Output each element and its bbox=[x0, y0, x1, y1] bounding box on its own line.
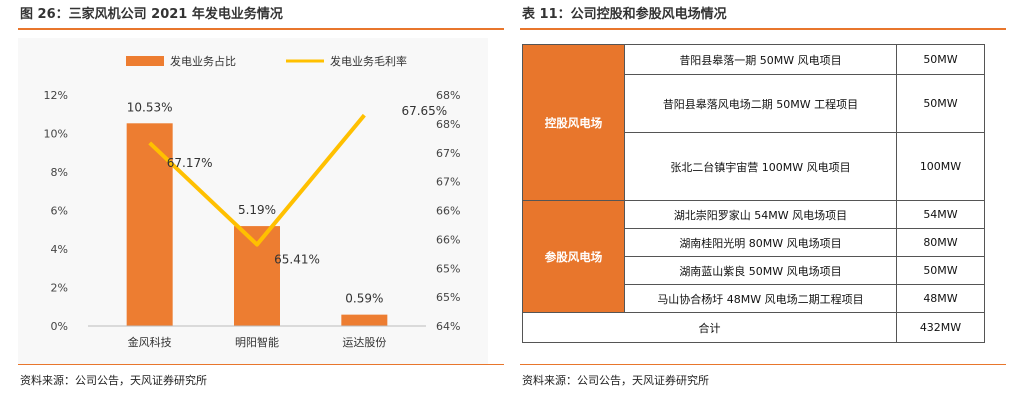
chart-source: 资料来源：公司公告，天风证券研究所 bbox=[20, 374, 207, 387]
line-data-label: 67.17% bbox=[167, 156, 213, 170]
table-row: 张北二台镇宇宙营 100MW 风电项目 100MW bbox=[523, 132, 985, 201]
table-row: 马山协合杨圩 48MW 风电场二期工程项目 48MW bbox=[523, 284, 985, 313]
chart-panel: 图 26：三家风机公司 2021 年发电业务情况 发电业务占比 发电业务毛利率 0%… bbox=[18, 0, 504, 387]
line-data-label: 67.65% bbox=[401, 104, 447, 118]
table-panel: 表 11：公司控股和参股风电场情况 控股风电场 昔阳县皋落一期 50MW 风电项… bbox=[520, 0, 1006, 387]
bar-data-label: 0.59% bbox=[345, 292, 383, 306]
project-name: 昔阳县皋落风电场二期 50MW 工程项目 bbox=[624, 74, 897, 133]
table-title: 表 11：公司控股和参股风电场情况 bbox=[520, 0, 1006, 30]
bar bbox=[341, 314, 388, 326]
chart-title: 图 26：三家风机公司 2021 年发电业务情况 bbox=[18, 0, 504, 30]
bar bbox=[126, 123, 173, 326]
project-capacity: 50MW bbox=[896, 74, 985, 133]
total-value: 432MW bbox=[896, 312, 985, 343]
legend-swatch-bar bbox=[126, 56, 164, 66]
table-total-row: 合计 432MW bbox=[522, 312, 985, 343]
project-name: 湖南蓝山紫良 50MW 风电场项目 bbox=[624, 256, 897, 285]
project-capacity: 50MW bbox=[896, 256, 985, 285]
y-right-tick-label: 67% bbox=[436, 176, 460, 189]
y-right-tick-label: 67% bbox=[436, 147, 460, 160]
y-left-tick-label: 0% bbox=[51, 320, 68, 333]
project-capacity: 48MW bbox=[896, 284, 985, 313]
table-row: 参股风电场 湖北崇阳罗家山 54MW 风电场项目 54MW bbox=[522, 200, 985, 313]
panel-bottom-rule bbox=[520, 364, 1006, 365]
chart-area: 发电业务占比 发电业务毛利率 0% 2% 4% 6% 8% 10% 12% 64% 65% 65% 66… bbox=[18, 38, 488, 364]
combo-chart: 发电业务占比 发电业务毛利率 0% 2% 4% 6% 8% 10% 12% 64% 65% 65% 66… bbox=[44, 54, 461, 349]
y-right-tick-label: 66% bbox=[436, 233, 460, 246]
y-right-tick-label: 65% bbox=[436, 291, 460, 304]
project-capacity: 100MW bbox=[896, 132, 985, 201]
total-label: 合计 bbox=[522, 312, 897, 343]
legend-label-bar: 发电业务占比 bbox=[170, 54, 236, 68]
y-left-tick-label: 2% bbox=[51, 282, 68, 295]
y-right-tick-label: 68% bbox=[436, 118, 460, 131]
y-right-tick-label: 64% bbox=[436, 320, 460, 333]
project-name: 湖南桂阳光明 80MW 风电场项目 bbox=[624, 228, 897, 257]
y-left-tick-label: 12% bbox=[44, 89, 68, 102]
x-tick-label: 运达股份 bbox=[342, 336, 386, 349]
y-right-tick-label: 68% bbox=[436, 89, 460, 102]
wind-farm-table: 控股风电场 昔阳县皋落一期 50MW 风电项目 50MW 昔阳县皋落风电场二期 … bbox=[522, 44, 985, 343]
x-tick-label: 明阳智能 bbox=[235, 335, 279, 349]
legend-label-line: 发电业务毛利率 bbox=[330, 54, 407, 68]
project-name: 湖北崇阳罗家山 54MW 风电场项目 bbox=[624, 200, 897, 229]
project-capacity: 54MW bbox=[896, 200, 985, 229]
project-name: 马山协合杨圩 48MW 风电场二期工程项目 bbox=[624, 284, 897, 313]
table-row: 控股风电场 昔阳县皋落一期 50MW 风电项目 50MW bbox=[522, 44, 985, 201]
group-label-controlled: 控股风电场 bbox=[522, 44, 625, 201]
project-capacity: 50MW bbox=[896, 44, 985, 75]
project-name: 张北二台镇宇宙营 100MW 风电项目 bbox=[624, 132, 897, 201]
table-source: 资料来源：公司公告，天风证券研究所 bbox=[522, 374, 709, 387]
y-left-tick-label: 8% bbox=[51, 166, 68, 179]
group-label-participating: 参股风电场 bbox=[522, 200, 625, 313]
project-name: 昔阳县皋落一期 50MW 风电项目 bbox=[624, 44, 897, 75]
x-tick-label: 金风科技 bbox=[128, 335, 172, 349]
bar-data-label: 10.53% bbox=[127, 100, 173, 114]
project-capacity: 80MW bbox=[896, 228, 985, 257]
panel-bottom-rule bbox=[18, 364, 504, 365]
y-left-tick-label: 4% bbox=[51, 243, 68, 256]
table-row: 昔阳县皋落风电场二期 50MW 工程项目 50MW bbox=[523, 74, 985, 133]
y-right-tick-label: 66% bbox=[436, 205, 460, 218]
y-right-tick-label: 65% bbox=[436, 262, 460, 275]
y-left-tick-label: 6% bbox=[51, 205, 68, 218]
bar bbox=[234, 226, 280, 326]
table-row: 湖南桂阳光明 80MW 风电场项目 80MW bbox=[523, 228, 985, 257]
y-left-tick-label: 10% bbox=[44, 128, 68, 141]
series-line bbox=[148, 113, 366, 247]
bar-data-label: 5.19% bbox=[238, 203, 276, 217]
line-data-label: 65.41% bbox=[274, 253, 320, 267]
